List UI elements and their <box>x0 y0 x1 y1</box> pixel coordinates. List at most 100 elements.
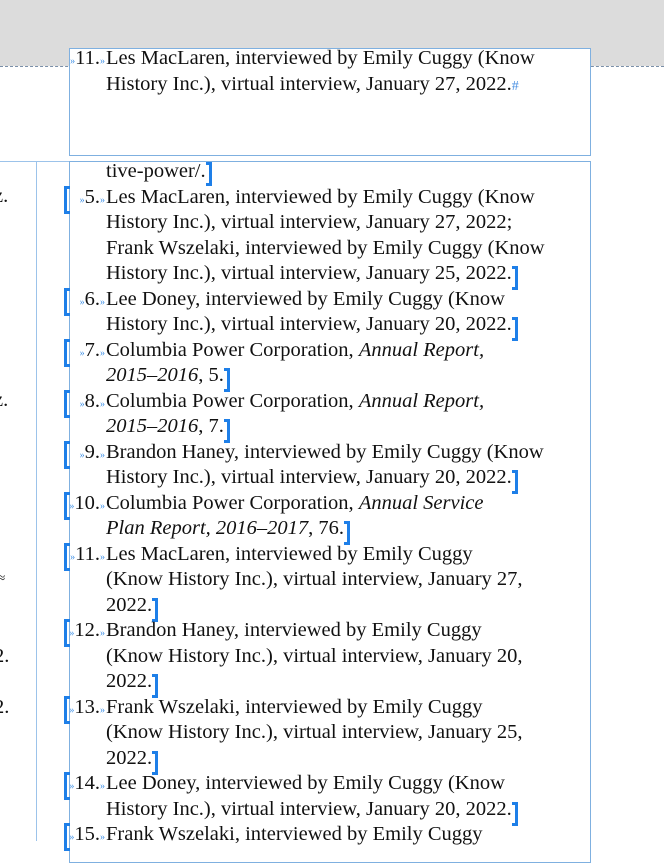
frame-edge-left <box>0 161 69 162</box>
text-run: History Inc.), virtual interview, Januar… <box>106 262 512 284</box>
tab-marker-icon: » <box>100 296 105 308</box>
footnote-line: (Know History Inc.), virtual interview, … <box>106 720 523 744</box>
tab-marker-icon: » <box>69 500 75 512</box>
footnote-number: 8. <box>84 389 100 412</box>
text-run: Annual Report, <box>358 389 485 412</box>
tab-marker-icon: » <box>100 628 105 639</box>
tab-marker-icon: » <box>100 832 105 843</box>
tab-marker-icon: » <box>100 56 105 67</box>
footnote-number: 13. <box>74 695 100 718</box>
tab-marker-icon: » <box>100 704 105 716</box>
footnote-line: Frank Wszelaki, interviewed by Emily Cug… <box>106 695 483 719</box>
footnote-line: History Inc.), virtual interview, Januar… <box>106 312 512 336</box>
footnote-number-prefix: » 9.» <box>65 440 105 464</box>
text-run: Columbia Power Corporation, <box>106 491 359 514</box>
text-run: History Inc.), virtual interview, Januar… <box>106 466 512 488</box>
text-run: 2022. <box>106 746 153 769</box>
footnote-number-prefix: » 11.» <box>65 46 105 70</box>
footnote-line: Plan Report, 2016–2017, 76. <box>106 516 344 540</box>
tab-marker-icon: » <box>100 500 105 512</box>
text-run: History Inc.), virtual interview, Januar… <box>106 797 512 820</box>
footnote-line: Lee Doney, interviewed by Emily Cuggy (K… <box>106 287 505 311</box>
tab-marker-icon: » <box>79 194 85 206</box>
footnote-line: Brandon Haney, interviewed by Emily Cugg… <box>106 440 544 464</box>
footnote-number-prefix: » 10.» <box>65 491 105 515</box>
left-column-text-fragment: z. <box>0 389 9 411</box>
footnote-line: History Inc.), virtual interview, Januar… <box>106 72 519 99</box>
footnote-number-prefix: » 11.» <box>65 542 105 566</box>
footnote-end-marker-icon <box>512 317 518 341</box>
tab-marker-icon: » <box>100 347 105 359</box>
footnote-line: Brandon Haney, interviewed by Emily Cugg… <box>106 618 482 642</box>
tab-marker-icon: » <box>70 56 76 67</box>
text-run: (Know History Inc.), virtual interview, … <box>106 568 523 590</box>
tab-marker-icon: » <box>100 551 105 563</box>
footnote-line: Lee Doney, interviewed by Emily Cuggy (K… <box>106 771 505 795</box>
left-column-text-fragment: z. <box>0 185 9 207</box>
tab-marker-icon: » <box>79 398 85 410</box>
tab-marker-icon: » <box>70 551 76 563</box>
footnote-start-marker-icon <box>64 338 70 367</box>
text-run: (Know History Inc.), virtual interview, … <box>106 644 523 667</box>
tab-marker-icon: » <box>100 194 105 206</box>
tab-marker-icon: » <box>69 704 75 716</box>
footnote-number: 6. <box>84 287 100 310</box>
tab-marker-icon: » <box>69 628 75 639</box>
footnote-start-marker-icon <box>64 440 70 469</box>
footnote-number: 11. <box>75 542 100 565</box>
text-run: tive-power/. <box>106 160 206 182</box>
footnote-number: 11. <box>75 47 100 69</box>
overset-text-frame[interactable] <box>69 48 591 156</box>
footnote-number: 15. <box>74 823 100 845</box>
text-run: Les MacLaren, interviewed by Emily Cuggy… <box>106 47 535 69</box>
footnote-line: Frank Wszelaki, interviewed by Emily Cug… <box>106 822 483 846</box>
end-of-story-icon: # <box>511 78 519 94</box>
footnote-number-prefix: » 12.» <box>65 618 105 642</box>
footnote-end-marker-icon <box>512 470 518 494</box>
footnote-start-marker-icon <box>64 542 70 571</box>
tab-marker-icon: » <box>79 347 85 359</box>
text-run: History Inc.), virtual interview, Januar… <box>106 211 513 233</box>
footnote-line: Les MacLaren, interviewed by Emily Cuggy <box>106 542 473 566</box>
footnote-line: 2015–2016, 7. <box>106 414 224 438</box>
text-run: Columbia Power Corporation, <box>106 389 359 412</box>
footnote-line: Les MacLaren, interviewed by Emily Cuggy… <box>106 185 535 209</box>
footnote-line: Columbia Power Corporation, Annual Repor… <box>106 338 484 362</box>
text-run: (Know History Inc.), virtual interview, … <box>106 721 523 743</box>
tab-marker-icon: » <box>69 781 75 792</box>
footnote-line: History Inc.), virtual interview, Januar… <box>106 261 512 285</box>
text-run: 2015–2016 <box>106 364 199 386</box>
footnote-number-prefix: » 15.» <box>65 822 105 846</box>
footnote-number-prefix: » 7.» <box>65 338 105 362</box>
text-run: , 76. <box>308 517 345 539</box>
footnote-number: 12. <box>74 619 100 641</box>
footnote-start-marker-icon <box>64 619 70 647</box>
footnote-number: 5. <box>84 185 100 208</box>
text-run: Frank Wszelaki, interviewed by Emily Cug… <box>106 236 545 259</box>
footnote-start-marker-icon <box>64 185 70 214</box>
text-run: 2015–2016 <box>106 415 199 437</box>
footnote-end-marker-icon <box>152 597 158 622</box>
footnote-line: 2015–2016, 5. <box>106 363 224 387</box>
footnote-start-marker-icon <box>64 389 70 418</box>
footnote-number-prefix: » 13.» <box>65 695 105 719</box>
left-column-text-fragment: 2. <box>0 645 10 667</box>
text-run: Brandon Haney, interviewed by Emily Cugg… <box>106 619 482 641</box>
text-run: 2022. <box>106 670 153 692</box>
footnote-line: 2022. <box>106 746 152 770</box>
footnote-number-prefix: » 8.» <box>65 389 105 413</box>
text-run: , 7. <box>198 415 224 437</box>
footnote-end-marker-icon <box>206 162 212 186</box>
text-run: , 5. <box>198 364 224 386</box>
text-run: History Inc.), virtual interview, Januar… <box>106 72 512 95</box>
footnote-start-marker-icon <box>64 695 70 724</box>
text-run: Annual Report, <box>358 338 485 361</box>
footnote-number: 14. <box>74 772 100 794</box>
text-run: Lee Doney, interviewed by Emily Cuggy (K… <box>106 287 505 310</box>
text-run: Annual Service <box>358 491 484 514</box>
footnote-end-marker-icon <box>152 750 158 775</box>
footnote-end-marker-icon <box>224 419 230 443</box>
footnote-line: History Inc.), virtual interview, Januar… <box>106 210 512 234</box>
text-run: History Inc.), virtual interview, Januar… <box>106 313 512 335</box>
footnote-start-marker-icon <box>64 287 70 316</box>
